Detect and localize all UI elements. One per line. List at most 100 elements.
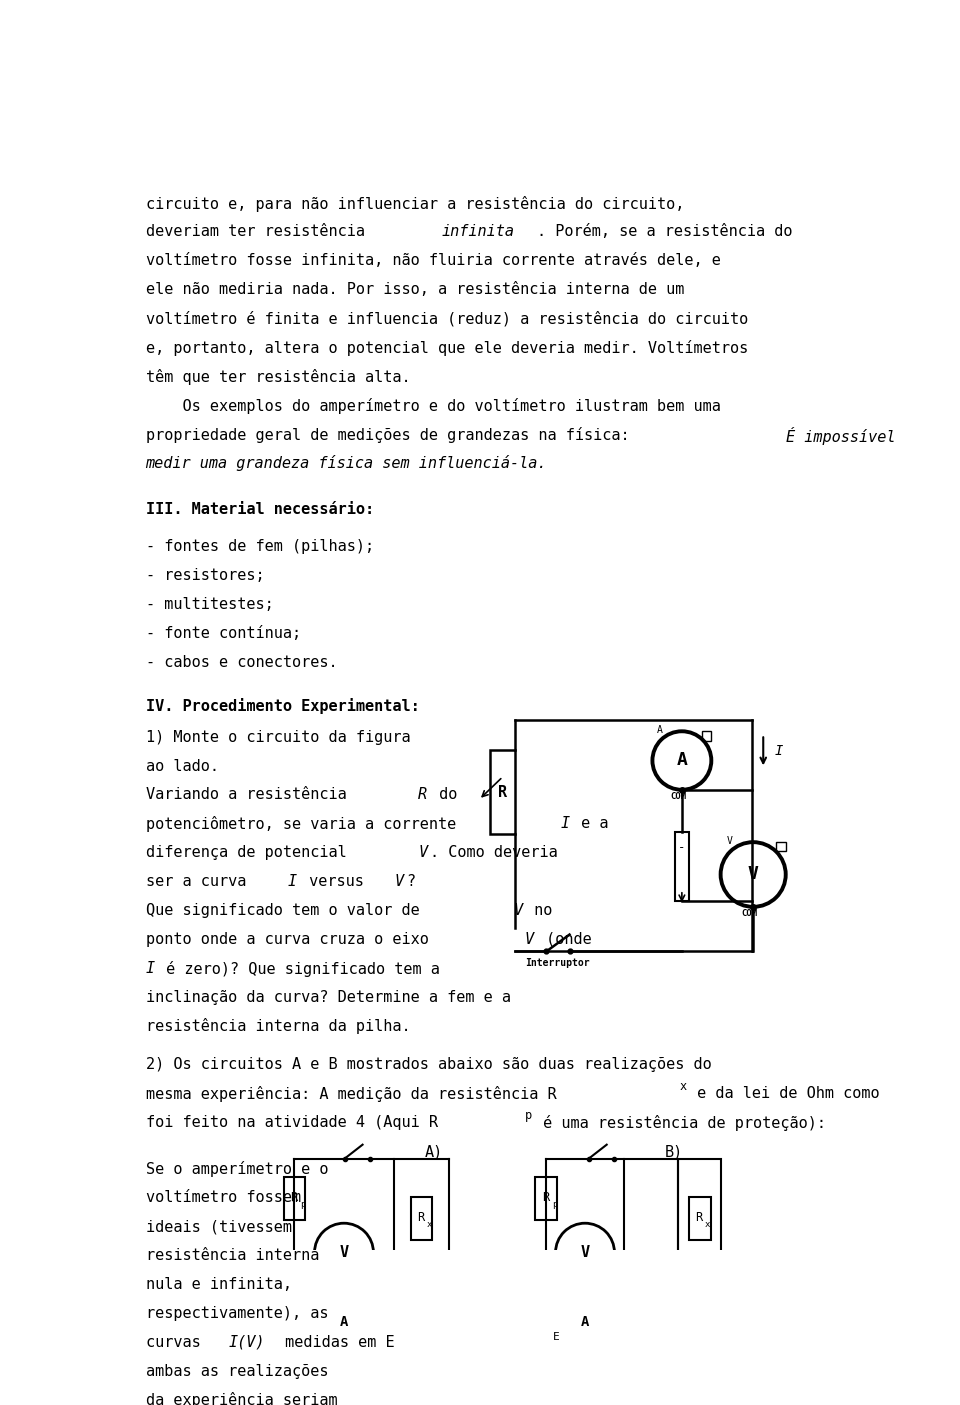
Text: R: R bbox=[418, 1211, 424, 1224]
Circle shape bbox=[721, 842, 785, 906]
Text: inclinação da curva? Determine a fem e a: inclinação da curva? Determine a fem e a bbox=[146, 989, 511, 1005]
Text: Interruptor: Interruptor bbox=[525, 958, 590, 968]
Circle shape bbox=[315, 1224, 373, 1281]
Text: V: V bbox=[581, 1245, 589, 1260]
Text: Se o amperímetro e o: Se o amperímetro e o bbox=[146, 1162, 328, 1177]
Text: circuito e, para não influenciar a resistência do circuito,: circuito e, para não influenciar a resis… bbox=[146, 195, 684, 212]
Bar bbox=[678, 1159, 721, 1352]
Text: -: - bbox=[678, 842, 685, 854]
Text: 1) Monte o circuito da figura: 1) Monte o circuito da figura bbox=[146, 729, 410, 745]
Text: medidas em E: medidas em E bbox=[276, 1335, 395, 1350]
Text: III. Material necessário:: III. Material necessário: bbox=[146, 502, 373, 517]
Text: e da lei de Ohm como: e da lei de Ohm como bbox=[688, 1086, 880, 1102]
Text: V: V bbox=[748, 864, 758, 882]
Text: A: A bbox=[340, 1315, 348, 1329]
Text: voltímetro é finita e influencia (reduz) a resistência do circuito: voltímetro é finita e influencia (reduz)… bbox=[146, 311, 748, 326]
Text: I: I bbox=[775, 745, 783, 759]
Text: V: V bbox=[525, 932, 534, 947]
Text: x: x bbox=[706, 1221, 710, 1229]
Text: - fonte contínua;: - fonte contínua; bbox=[146, 625, 300, 641]
Text: voltímetro fossem: voltímetro fossem bbox=[146, 1190, 300, 1205]
Text: - multitestes;: - multitestes; bbox=[146, 597, 274, 613]
Text: potenciômetro, se varia a corrente: potenciômetro, se varia a corrente bbox=[146, 816, 465, 832]
Text: V: V bbox=[419, 846, 427, 860]
Text: é zero)? Que significado tem a: é zero)? Que significado tem a bbox=[157, 961, 441, 976]
Text: ?: ? bbox=[406, 874, 416, 889]
Text: x: x bbox=[427, 1221, 432, 1229]
Text: do: do bbox=[430, 787, 458, 802]
Text: A: A bbox=[581, 1315, 589, 1329]
Text: e, portanto, altera o potencial que ele deveria medir. Voltímetros: e, portanto, altera o potencial que ele … bbox=[146, 340, 748, 355]
Text: (onde: (onde bbox=[537, 932, 591, 947]
Text: têm que ter resistência alta.: têm que ter resistência alta. bbox=[146, 368, 410, 385]
Text: A): A) bbox=[424, 1144, 443, 1159]
Text: propriedade geral de medições de grandezas na física:: propriedade geral de medições de grandez… bbox=[146, 427, 638, 443]
Text: - cabos e conectores.: - cabos e conectores. bbox=[146, 655, 337, 670]
Text: p: p bbox=[525, 1109, 532, 1123]
Text: ser a curva: ser a curva bbox=[146, 874, 255, 889]
Text: p: p bbox=[552, 1200, 557, 1210]
Circle shape bbox=[319, 1297, 369, 1346]
Text: COM: COM bbox=[670, 792, 686, 801]
Text: no: no bbox=[525, 903, 552, 917]
Text: ponto onde a curva cruza o eixo: ponto onde a curva cruza o eixo bbox=[146, 932, 438, 947]
Text: resistência interna: resistência interna bbox=[146, 1248, 319, 1263]
Text: Os exemplos do amperímetro e do voltímetro ilustram bem uma: Os exemplos do amperímetro e do voltímet… bbox=[146, 398, 720, 413]
Text: medir uma grandeza física sem influenciá-la.: medir uma grandeza física sem influenciá… bbox=[146, 455, 547, 472]
Text: - resistores;: - resistores; bbox=[146, 568, 264, 583]
Text: Que significado tem o valor de: Que significado tem o valor de bbox=[146, 903, 428, 917]
Text: B): B) bbox=[665, 1144, 684, 1159]
Text: da experiência seriam: da experiência seriam bbox=[146, 1392, 337, 1405]
Text: A: A bbox=[677, 750, 687, 769]
Text: diferença de potencial: diferença de potencial bbox=[146, 846, 355, 860]
Text: I: I bbox=[561, 816, 569, 832]
Text: R: R bbox=[498, 784, 508, 799]
Bar bbox=[702, 731, 711, 740]
Text: R: R bbox=[695, 1211, 703, 1224]
Text: V: V bbox=[340, 1245, 348, 1260]
Text: E: E bbox=[553, 1332, 560, 1342]
Text: V: V bbox=[514, 903, 522, 917]
Bar bbox=[283, 1177, 305, 1220]
Text: R: R bbox=[541, 1191, 549, 1204]
Text: deveriam ter resistência: deveriam ter resistência bbox=[146, 225, 373, 239]
Text: respectivamente), as: respectivamente), as bbox=[146, 1305, 328, 1321]
Text: mesma experiência: A medição da resistência R: mesma experiência: A medição da resistên… bbox=[146, 1086, 556, 1103]
Text: p: p bbox=[300, 1200, 305, 1210]
Text: I(V): I(V) bbox=[228, 1335, 265, 1350]
Text: V: V bbox=[395, 874, 404, 889]
Text: ideais (tivessem: ideais (tivessem bbox=[146, 1220, 292, 1234]
Text: curvas: curvas bbox=[146, 1335, 209, 1350]
Text: IV. Procedimento Experimental:: IV. Procedimento Experimental: bbox=[146, 698, 420, 714]
Text: I: I bbox=[288, 874, 297, 889]
Text: I: I bbox=[146, 961, 155, 975]
Text: É impossível: É impossível bbox=[786, 427, 896, 444]
Bar bbox=[491, 750, 516, 835]
Text: R: R bbox=[419, 787, 427, 802]
Text: 2) Os circuitos A e B mostrados abaixo são duas realizações do: 2) Os circuitos A e B mostrados abaixo s… bbox=[146, 1058, 711, 1072]
Text: e a: e a bbox=[572, 816, 609, 832]
Bar bbox=[411, 1197, 432, 1239]
Text: x: x bbox=[679, 1080, 686, 1093]
Text: ele não mediria nada. Por isso, a resistência interna de um: ele não mediria nada. Por isso, a resist… bbox=[146, 282, 684, 298]
Text: voltímetro fosse infinita, não fluiria corrente através dele, e: voltímetro fosse infinita, não fluiria c… bbox=[146, 253, 720, 268]
Bar bbox=[689, 1197, 710, 1239]
Text: versus: versus bbox=[300, 874, 372, 889]
Text: R: R bbox=[290, 1191, 298, 1204]
Text: V: V bbox=[727, 836, 732, 846]
Text: . Como deveria: . Como deveria bbox=[430, 846, 558, 860]
Text: ambas as realizações: ambas as realizações bbox=[146, 1363, 328, 1378]
Bar bbox=[777, 842, 785, 851]
Text: - fontes de fem (pilhas);: - fontes de fem (pilhas); bbox=[146, 540, 373, 554]
Text: infinita: infinita bbox=[442, 225, 515, 239]
Text: resistência interna da pilha.: resistência interna da pilha. bbox=[146, 1019, 410, 1034]
Bar bbox=[536, 1177, 557, 1220]
Text: Variando a resistência: Variando a resistência bbox=[146, 787, 355, 802]
Text: é uma resistência de proteção):: é uma resistência de proteção): bbox=[535, 1116, 827, 1131]
Text: COM: COM bbox=[741, 909, 757, 917]
Bar bbox=[675, 832, 689, 902]
Circle shape bbox=[653, 731, 711, 790]
Text: ao lado.: ao lado. bbox=[146, 759, 219, 774]
Text: nula e infinita,: nula e infinita, bbox=[146, 1277, 292, 1293]
Text: . Porém, se a resistência do: . Porém, se a resistência do bbox=[537, 225, 792, 239]
